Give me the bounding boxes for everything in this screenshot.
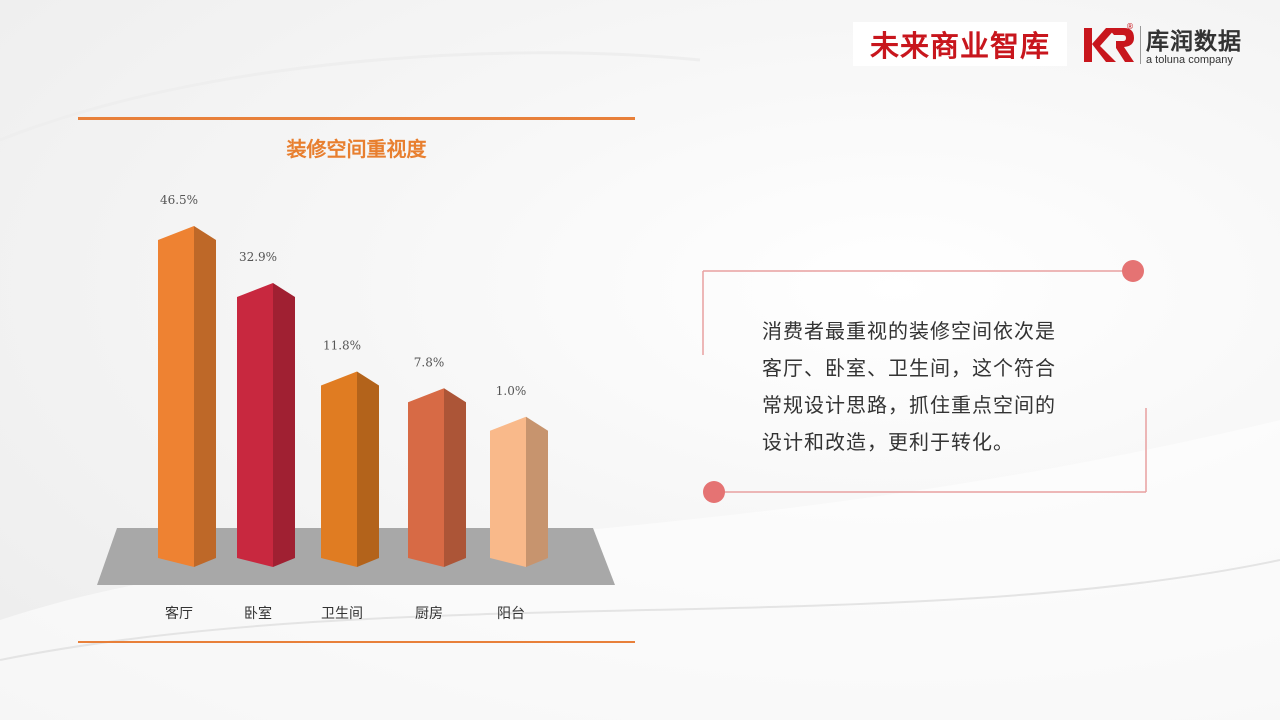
chart-title: 装修空间重视度 (286, 137, 427, 161)
value-label: 32.9% (239, 250, 277, 264)
frame-dot-top (1122, 260, 1144, 282)
bar-卧室 (237, 283, 273, 567)
bar-卫生间 (321, 371, 357, 567)
weilai-logo: 未来商业智库 (853, 22, 1067, 66)
bar-side (526, 416, 548, 567)
kurun-brand-text: 库润数据 (1146, 29, 1242, 55)
chart-panel: 装修空间重视度 46.5% 客厅 32.9% 卧室 11.8% 卫生间 7.8% 厨房 1.0%… (78, 117, 635, 643)
bar-chart: 46.5% 客厅 32.9% 卧室 11.8% 卫生间 7.8% 厨房 1.0% 阳台 (97, 193, 615, 622)
category-label: 卫生间 (321, 606, 363, 622)
logo-divider (1140, 26, 1141, 64)
weilai-logo-text: 未来商业智库 (869, 29, 1050, 63)
description-line: 消费者最重视的装修空间依次是 (762, 319, 1056, 343)
value-label: 11.8% (323, 339, 361, 353)
value-label: 7.8% (414, 355, 445, 369)
value-label: 1.0% (496, 384, 527, 398)
category-label: 卧室 (244, 605, 272, 622)
description-line: 客厅、卧室、卫生间，这个符合 (762, 356, 1056, 380)
bar-side (273, 283, 295, 567)
value-label: 46.5% (160, 193, 198, 207)
description-line: 常规设计思路，抓住重点空间的 (762, 393, 1056, 417)
chart-bottom-rule (78, 641, 635, 643)
bar-side (194, 226, 216, 567)
registered-mark: ® (1126, 22, 1134, 31)
description-text: 消费者最重视的装修空间依次是 客厅、卧室、卫生间，这个符合 常规设计思路，抓住重… (762, 313, 1107, 461)
chart-top-rule (78, 117, 635, 120)
kr-logo-mark-icon (1084, 28, 1134, 62)
category-label: 阳台 (497, 606, 525, 622)
bar-side (357, 371, 379, 567)
bar-厨房 (408, 388, 444, 567)
bar-阳台 (490, 416, 526, 567)
bar-客厅 (158, 226, 194, 567)
kurun-logo: ® 库润数据 a toluna company (1078, 22, 1258, 70)
frame-dot-bottom (703, 481, 725, 503)
category-label: 客厅 (165, 605, 193, 622)
category-label: 厨房 (415, 606, 443, 622)
description-line: 设计和改造，更利于转化。 (762, 430, 1014, 454)
bar-side (444, 388, 466, 567)
kurun-sub-text: a toluna company (1146, 54, 1233, 66)
